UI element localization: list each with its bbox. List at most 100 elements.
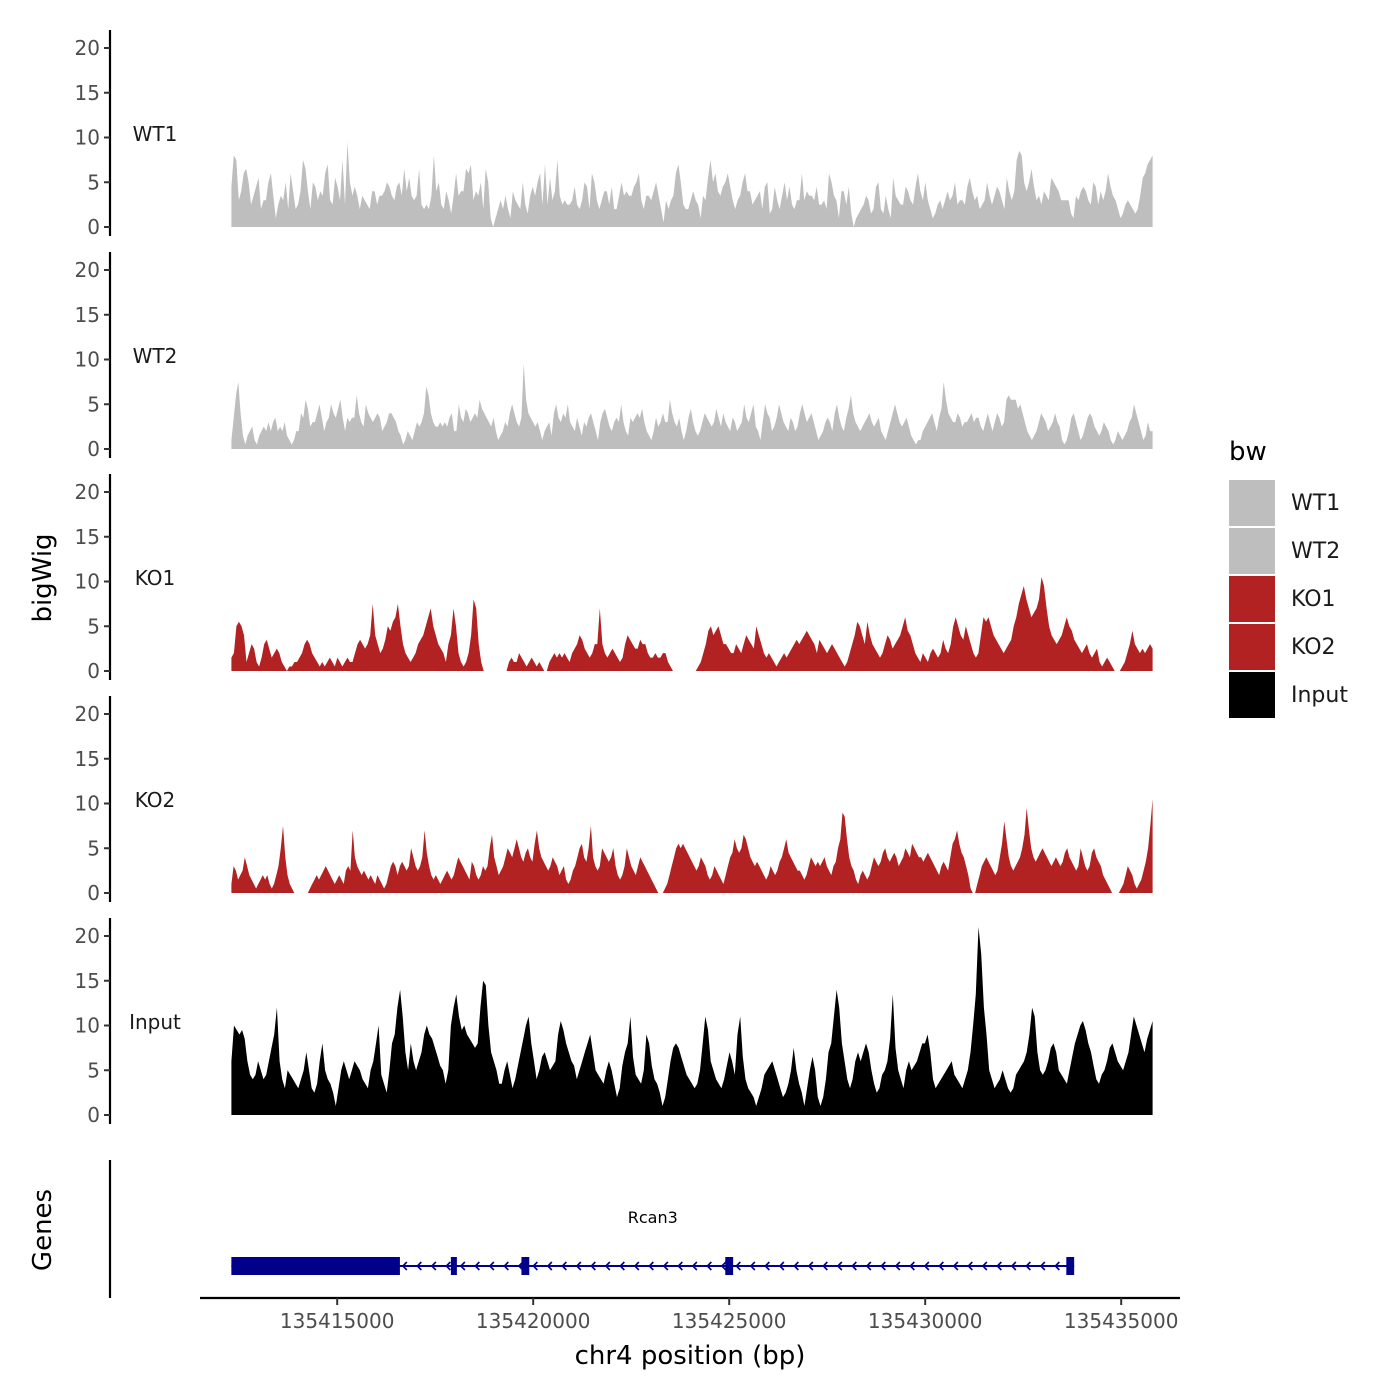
strand-arrow (1039, 1261, 1046, 1271)
strand-arrow (416, 1261, 422, 1271)
strand-arrow (561, 1261, 567, 1271)
strand-arrow (619, 1261, 625, 1271)
track-wt2: 0 5 10 15 20 WT2 (75, 252, 1153, 461)
genes-panel: Rcan3 (108, 1160, 1075, 1298)
strand-arrow (1025, 1261, 1031, 1271)
strand-arrow (894, 1261, 901, 1271)
strand-arrow (996, 1261, 1002, 1271)
strand-arrow (807, 1261, 814, 1271)
legend-swatch (1229, 528, 1275, 574)
strand-arrow (445, 1261, 451, 1271)
y-tick-label: 20 (75, 480, 100, 504)
strand-arrow (720, 1261, 727, 1271)
track-ko2: 0 5 10 15 20 KO2 (75, 696, 1153, 905)
legend: bw WT1 WT2 KO1 KO2 Input (1229, 437, 1348, 718)
coverage-area-wt2 (231, 364, 1153, 449)
strand-arrow (575, 1261, 582, 1271)
y-tick-label: 20 (75, 924, 100, 948)
y-tick-label: 15 (75, 747, 100, 771)
strand-arrow (923, 1261, 930, 1271)
y-tick-label: 0 (87, 437, 100, 461)
track-label-ko2: KO2 (135, 788, 176, 812)
strand-arrow (1054, 1261, 1060, 1271)
strand-arrow (706, 1261, 712, 1271)
strand-arrow (474, 1261, 480, 1271)
y-tick-label: 20 (75, 36, 100, 60)
tracks-layer: 0 5 10 15 20 WT1 0 5 10 15 20 WT2 0 5 10 15 20 KO1 0 5 10 15 2… (75, 30, 1153, 1127)
strand-arrow (735, 1261, 741, 1271)
strand-arrow (851, 1261, 857, 1271)
track-label-wt1: WT1 (133, 122, 178, 146)
strand-arrow (677, 1261, 683, 1271)
strand-arrow (865, 1261, 872, 1271)
strand-arrow (981, 1261, 988, 1271)
legend-item-input: Input (1229, 672, 1348, 718)
strand-arrow (532, 1261, 538, 1271)
strand-arrow (778, 1261, 785, 1271)
track-ko1: 0 5 10 15 20 KO1 (75, 474, 1153, 683)
x-tick-label: 135425000 (672, 1309, 787, 1333)
legend-label: KO1 (1291, 587, 1336, 612)
legend-swatch (1229, 576, 1275, 622)
coverage-area-input (231, 927, 1153, 1115)
strand-arrow (938, 1261, 944, 1271)
genes-axis-title: Genes (28, 1189, 58, 1271)
x-tick-label: 135435000 (1064, 1309, 1179, 1333)
y-tick-label: 5 (87, 170, 100, 194)
y-tick-label: 15 (75, 525, 100, 549)
x-tick-label: 135420000 (476, 1309, 591, 1333)
strand-arrow (546, 1261, 553, 1271)
strand-arrow (401, 1261, 408, 1271)
strand-arrow (662, 1261, 669, 1271)
y-tick-label: 15 (75, 303, 100, 327)
gene-exon (231, 1257, 400, 1275)
y-tick-label: 5 (87, 614, 100, 638)
y-tick-label: 5 (87, 392, 100, 416)
strand-arrow (1010, 1261, 1017, 1271)
legend-label: WT1 (1291, 491, 1340, 516)
y-tick-label: 10 (75, 792, 100, 816)
legend-item-ko2: KO2 (1229, 624, 1336, 670)
y-tick-label: 0 (87, 1103, 100, 1127)
legend-item-ko1: KO1 (1229, 576, 1336, 622)
track-wt1: 0 5 10 15 20 WT1 (75, 30, 1153, 239)
track-label-ko1: KO1 (135, 566, 176, 590)
legend-item-wt1: WT1 (1229, 480, 1340, 526)
strand-arrow (822, 1261, 828, 1271)
x-tick-label: 135430000 (868, 1309, 983, 1333)
legend-label: WT2 (1291, 539, 1340, 564)
track-label-input: Input (129, 1010, 181, 1034)
strand-arrow (459, 1261, 466, 1271)
legend-item-wt2: WT2 (1229, 528, 1340, 574)
y-tick-label: 0 (87, 659, 100, 683)
y-tick-label: 10 (75, 126, 100, 150)
y-tick-label: 5 (87, 1058, 100, 1082)
strand-arrow (836, 1261, 843, 1271)
gene-name-label: Rcan3 (628, 1208, 678, 1227)
strand-arrow (604, 1261, 611, 1271)
strand-arrow (880, 1261, 886, 1271)
strand-arrow (590, 1261, 596, 1271)
strand-arrow (749, 1261, 756, 1271)
legend-label: Input (1291, 683, 1348, 708)
strand-arrow (633, 1261, 640, 1271)
strand-arrow (764, 1261, 770, 1271)
y-tick-label: 0 (87, 881, 100, 905)
strand-arrow (430, 1261, 437, 1271)
y-tick-label: 15 (75, 969, 100, 993)
y-axis-title: bigWig (28, 533, 58, 622)
y-tick-label: 10 (75, 570, 100, 594)
y-tick-label: 0 (87, 215, 100, 239)
gene-exon (725, 1257, 734, 1275)
strand-arrow (691, 1261, 698, 1271)
y-tick-label: 20 (75, 258, 100, 282)
gene-exon (450, 1257, 457, 1275)
gene-exon (521, 1257, 530, 1275)
y-tick-label: 20 (75, 702, 100, 726)
coverage-area-ko1 (231, 577, 1153, 671)
x-axis: 135415000 135420000 135425000 135430000 1354… (200, 1296, 1180, 1333)
strand-arrow (503, 1261, 509, 1271)
strand-arrow (488, 1261, 495, 1271)
coverage-area-ko2 (231, 799, 1153, 893)
